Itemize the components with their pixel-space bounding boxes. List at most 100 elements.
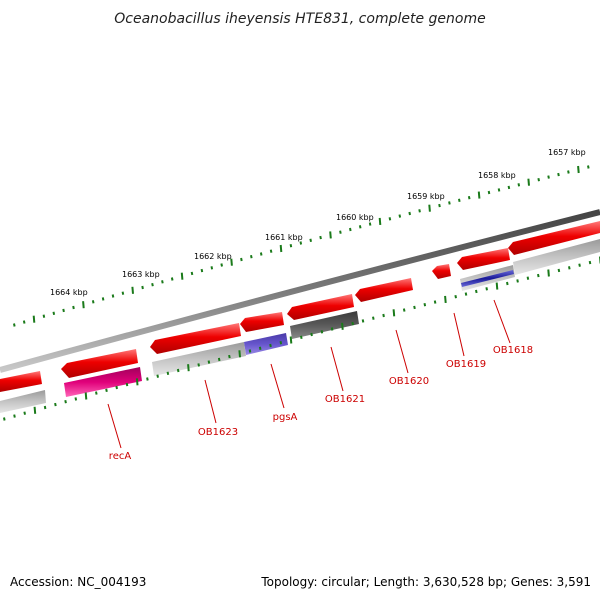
minor-tick bbox=[259, 252, 263, 256]
minor-tick bbox=[151, 283, 154, 287]
inner-tick-track bbox=[3, 256, 600, 421]
minor-tick bbox=[309, 238, 312, 242]
minor-tick bbox=[388, 217, 392, 221]
gene-OB1623[interactable] bbox=[152, 342, 246, 376]
major-tick bbox=[392, 309, 396, 317]
minor-tick bbox=[320, 330, 324, 334]
minor-tick bbox=[438, 203, 441, 208]
minor-tick bbox=[289, 244, 293, 248]
kbp-label: 1664 kbp bbox=[50, 288, 88, 297]
minor-tick bbox=[240, 257, 243, 262]
minor-tick bbox=[319, 235, 322, 240]
major-tick bbox=[187, 364, 190, 372]
major-tick bbox=[378, 217, 382, 225]
minor-tick bbox=[121, 291, 125, 295]
gene-OB1621[interactable] bbox=[290, 311, 359, 339]
minor-tick bbox=[250, 255, 253, 259]
minor-tick bbox=[526, 276, 530, 280]
leader-OB1619 bbox=[453, 312, 465, 357]
major-tick bbox=[82, 301, 85, 309]
minor-tick bbox=[454, 295, 457, 299]
chromosome-backbone bbox=[0, 209, 600, 373]
minor-tick bbox=[300, 335, 303, 339]
kbp-label: 1661 kbp bbox=[265, 233, 303, 242]
minor-tick bbox=[54, 402, 57, 407]
major-tick bbox=[289, 336, 293, 344]
minor-tick bbox=[101, 297, 105, 301]
minor-tick bbox=[95, 391, 98, 395]
minor-tick bbox=[464, 292, 468, 296]
minor-tick bbox=[413, 305, 416, 310]
minor-tick bbox=[557, 268, 561, 273]
minor-tick bbox=[588, 260, 592, 265]
gene-label-pgsA: pgsA bbox=[273, 412, 298, 423]
forward-gene[interactable] bbox=[355, 278, 413, 302]
forward-gene[interactable] bbox=[61, 349, 138, 378]
minor-tick bbox=[190, 271, 194, 276]
minor-tick bbox=[22, 320, 26, 324]
minor-tick bbox=[557, 172, 560, 177]
minor-tick bbox=[547, 175, 550, 179]
gene-label-OB1621: OB1621 bbox=[325, 394, 365, 405]
minor-tick bbox=[23, 411, 26, 415]
minor-tick bbox=[269, 343, 272, 348]
label-leaders bbox=[107, 299, 511, 449]
minor-tick bbox=[310, 332, 313, 337]
minor-tick bbox=[448, 201, 451, 205]
minor-tick bbox=[506, 281, 509, 286]
forward-gene[interactable] bbox=[240, 312, 284, 332]
minor-tick bbox=[349, 227, 352, 232]
forward-gene[interactable] bbox=[432, 264, 451, 279]
minor-tick bbox=[43, 405, 47, 410]
minor-tick bbox=[248, 349, 252, 353]
kbp-label: 1663 kbp bbox=[122, 270, 160, 279]
minor-tick bbox=[458, 198, 461, 202]
gene-OB1618-band bbox=[461, 270, 514, 287]
minor-tick bbox=[42, 314, 46, 318]
minor-tick bbox=[485, 287, 488, 291]
reverse-gene[interactable] bbox=[513, 239, 600, 275]
minor-tick bbox=[13, 323, 16, 327]
gene-label-OB1623: OB1623 bbox=[198, 427, 238, 438]
gene-pgsA[interactable] bbox=[244, 333, 288, 355]
minor-tick bbox=[125, 382, 129, 387]
outer-tick-track bbox=[13, 165, 590, 327]
minor-tick bbox=[507, 185, 511, 190]
minor-tick bbox=[115, 385, 118, 390]
minor-tick bbox=[398, 214, 402, 218]
leader-OB1623 bbox=[204, 379, 217, 424]
minor-tick bbox=[351, 321, 354, 326]
minor-tick bbox=[423, 303, 427, 307]
forward-gene[interactable] bbox=[287, 294, 354, 320]
leader-OB1618 bbox=[493, 299, 511, 344]
minor-tick bbox=[330, 327, 334, 331]
forward-gene[interactable] bbox=[150, 323, 241, 354]
major-tick bbox=[428, 204, 431, 212]
forward-gene[interactable] bbox=[457, 248, 510, 270]
kbp-label: 1662 kbp bbox=[194, 252, 232, 261]
reverse-strand-genes bbox=[0, 239, 600, 413]
minor-tick bbox=[3, 417, 6, 421]
minor-tick bbox=[13, 414, 16, 418]
minor-tick bbox=[170, 277, 174, 281]
major-tick bbox=[329, 231, 332, 239]
kbp-label: 1659 kbp bbox=[407, 192, 445, 201]
leader-OB1621 bbox=[330, 346, 344, 392]
gene-label-OB1619: OB1619 bbox=[446, 359, 486, 370]
major-tick bbox=[577, 165, 580, 174]
minor-tick bbox=[568, 266, 571, 270]
minor-tick bbox=[279, 341, 283, 345]
minor-tick bbox=[161, 280, 164, 284]
minor-tick bbox=[105, 388, 108, 392]
minor-tick bbox=[207, 360, 211, 364]
minor-tick bbox=[361, 319, 365, 323]
gene-recA[interactable] bbox=[64, 367, 142, 397]
forward-gene[interactable] bbox=[508, 221, 600, 255]
minor-tick bbox=[72, 305, 75, 310]
minor-tick bbox=[567, 170, 570, 174]
minor-tick bbox=[62, 308, 65, 313]
forward-gene[interactable] bbox=[0, 371, 42, 392]
reverse-gene[interactable] bbox=[0, 390, 46, 413]
minor-tick bbox=[156, 374, 159, 378]
